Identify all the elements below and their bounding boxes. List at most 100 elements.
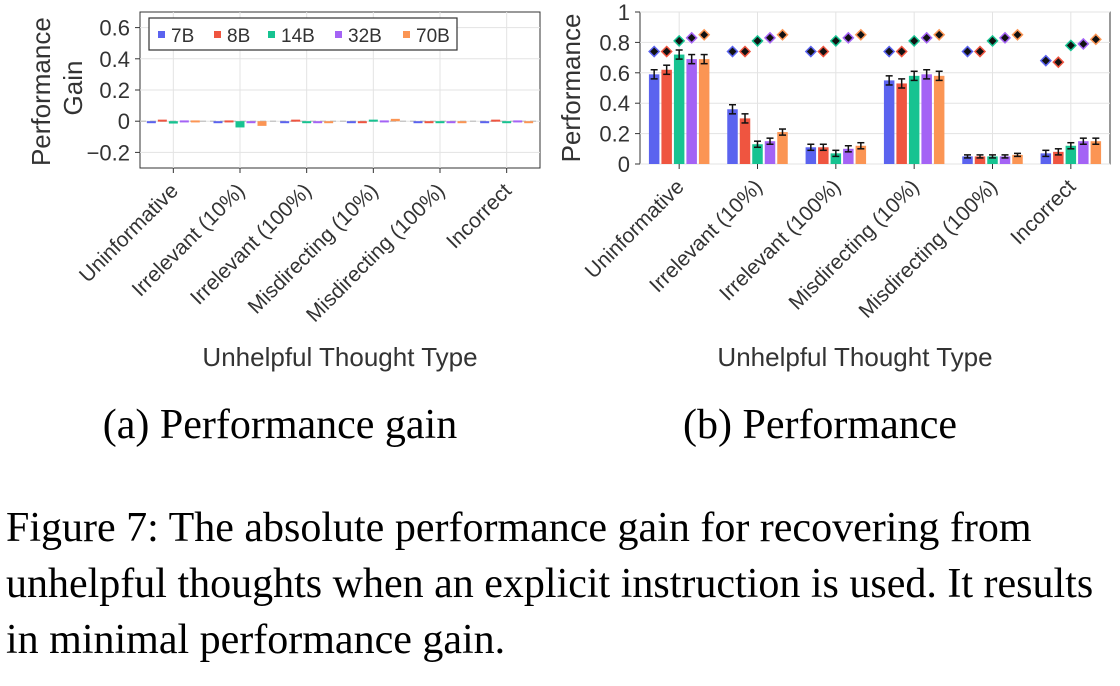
bar-32B	[179, 120, 189, 123]
legend-swatch-14B	[268, 31, 275, 38]
bar-14B	[752, 144, 763, 164]
bar-32B	[513, 120, 523, 123]
y-ticks-a: −0.2 0 0.2 0.4 0.6	[87, 16, 140, 165]
bar-70B	[1090, 141, 1102, 164]
bar-8B	[357, 121, 367, 124]
reference-marker-8B	[738, 45, 752, 58]
bar-8B	[818, 147, 829, 164]
bar-70B	[390, 118, 400, 122]
reference-marker-70B	[776, 28, 789, 41]
reference-marker-32B	[1077, 37, 1090, 50]
legend-swatch-7B	[158, 31, 165, 38]
bar-32B	[686, 59, 697, 165]
reference-marker-7B	[804, 45, 817, 58]
reference-markers-b	[648, 28, 1102, 69]
reference-marker-8B	[817, 45, 830, 58]
reference-marker-14B	[986, 34, 999, 47]
figure-caption: Figure 7: The absolute performance gain …	[6, 505, 1094, 663]
y-tick-label: 0.6	[99, 16, 130, 41]
bars-b	[648, 54, 1102, 165]
legend-swatch-70B	[403, 31, 410, 38]
bar-8B	[157, 119, 167, 122]
bar-70B	[457, 121, 467, 124]
bar-14B	[235, 121, 245, 128]
bar-14B	[1065, 145, 1077, 164]
bar-8B	[424, 121, 434, 124]
reference-marker-32B	[998, 31, 1012, 44]
y-tick-label: 0	[118, 109, 130, 134]
bar-14B	[673, 54, 685, 165]
bar-8B	[661, 69, 672, 164]
plot-area-b	[639, 11, 1111, 165]
reference-marker-7B	[961, 45, 974, 58]
reference-marker-8B	[895, 45, 908, 58]
y-tick-label: −0.2	[87, 140, 130, 165]
bar-14B	[987, 156, 998, 164]
legend-label-8B: 8B	[227, 26, 250, 47]
reference-marker-7B	[648, 45, 661, 58]
bar-8B	[291, 119, 301, 122]
bar-7B	[1040, 153, 1052, 164]
bar-8B	[974, 156, 986, 164]
bar-7B	[413, 121, 423, 124]
reference-marker-70B	[698, 28, 711, 41]
legend-swatch-32B	[335, 31, 342, 38]
y-tick-label: 0.4	[99, 47, 130, 72]
bar-14B	[435, 121, 445, 124]
reference-marker-8B	[1052, 56, 1065, 69]
bar-8B	[1053, 151, 1064, 164]
y-tick-label: 0.8	[599, 30, 630, 55]
bar-32B	[1078, 141, 1089, 164]
legend-label-70B: 70B	[416, 26, 450, 47]
bar-14B	[368, 119, 378, 122]
bar-32B	[764, 141, 776, 164]
bars-a	[146, 118, 534, 128]
bar-70B	[257, 121, 267, 126]
bar-7B	[883, 80, 895, 164]
reference-marker-7B	[1039, 54, 1052, 67]
bar-14B	[302, 121, 312, 124]
bar-32B	[999, 156, 1011, 164]
bar-7B	[805, 147, 817, 164]
bar-7B	[727, 109, 738, 164]
reference-marker-32B	[763, 31, 777, 44]
bar-32B	[379, 120, 389, 123]
legend: 7B 8B 14B 32B 70B	[148, 17, 458, 51]
bar-14B	[502, 121, 512, 124]
x-tick-label: Incorrect	[442, 179, 516, 253]
y-axis-label-a: Performance Gain	[26, 10, 88, 166]
bar-14B	[168, 121, 178, 124]
reference-marker-14B	[829, 34, 842, 47]
bar-32B	[313, 121, 323, 124]
x-axis-label-b: Unhelpful Thought Type	[717, 342, 992, 372]
bar-70B	[190, 120, 200, 123]
reference-marker-70B	[1089, 33, 1102, 46]
legend-label-32B: 32B	[348, 26, 382, 47]
legend-label-7B: 7B	[171, 26, 194, 47]
bar-70B	[777, 132, 788, 164]
bar-7B	[146, 121, 156, 124]
bar-32B	[921, 74, 932, 164]
bar-8B	[224, 120, 234, 123]
reference-marker-7B	[883, 45, 896, 58]
reference-marker-32B	[842, 31, 855, 44]
subcaption-a: (a) Performance gain	[103, 402, 457, 448]
bar-7B	[213, 121, 223, 124]
x-tick-label: Irrelevant (100%)	[186, 179, 316, 309]
y-tick-label: 1	[618, 0, 630, 25]
bar-7B	[962, 156, 973, 164]
reference-marker-7B	[726, 45, 739, 58]
bar-7B	[648, 74, 660, 164]
y-axis-label-b: Performance	[556, 14, 586, 163]
y-tick-label: 0.2	[599, 122, 630, 147]
x-tick-label: Irrelevant (10%)	[128, 179, 250, 301]
x-axis-label-a: Unhelpful Thought Type	[202, 342, 477, 372]
bar-7B	[480, 121, 490, 124]
x-tick-label: Incorrect	[1006, 175, 1080, 249]
reference-marker-32B	[685, 31, 698, 44]
bar-14B	[830, 153, 842, 164]
